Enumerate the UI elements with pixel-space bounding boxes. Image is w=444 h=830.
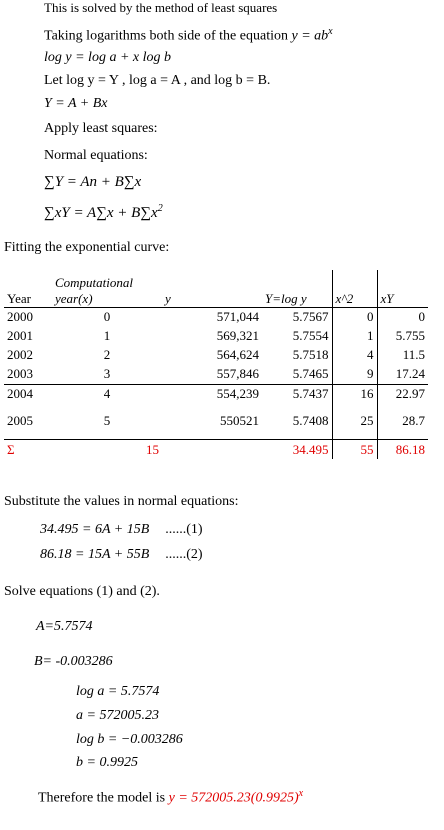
result: a = 572005.23 xyxy=(76,708,159,723)
table-row: 2000 0 571,044 5.7567 0 0 xyxy=(4,307,428,327)
step: Normal equations: xyxy=(44,148,148,163)
step: log y = log a + x log b xyxy=(44,50,171,65)
table-cell: 28.7 xyxy=(376,403,428,440)
solution: A=5.7574 xyxy=(36,619,93,634)
header-cell: Y=log y xyxy=(262,270,332,308)
conclusion-text: Therefore the model is xyxy=(38,790,166,806)
math: y = ab xyxy=(291,28,329,44)
equation: 86.18 = 15A + 55B ......(2) xyxy=(40,547,203,563)
totals-cell xyxy=(162,439,262,459)
totals-cell: 86.18 xyxy=(376,439,428,459)
table-cell: 22.97 xyxy=(376,383,428,404)
table-cell: 2002 xyxy=(7,347,33,362)
table-cell: 2001 xyxy=(7,328,33,343)
step: Y = A + Bx xyxy=(44,96,108,111)
table-cell: 564,624 xyxy=(216,347,259,362)
header-cell: y xyxy=(162,270,262,308)
table-cell: 569,321 xyxy=(216,328,259,343)
table-cell: 0 xyxy=(331,307,377,327)
math-exp: 2 xyxy=(157,203,163,214)
eq-ref: ......(1) xyxy=(165,522,203,537)
intro-line: This is solved by the method of least sq… xyxy=(44,0,278,15)
table-row: 2002 2 564,624 5.7518 4 11.5 xyxy=(4,345,428,365)
math-exp: x xyxy=(328,26,333,37)
table-cell: 5.755 xyxy=(376,326,428,346)
header-cell: Year xyxy=(4,270,52,308)
math: 34.495 = 6A + 15B xyxy=(40,522,150,537)
table-row: 2001 1 569,321 5.7554 1 5.755 xyxy=(4,326,428,346)
equation: 34.495 = 6A + 15B ......(1) xyxy=(40,522,203,538)
table-cell: 2 xyxy=(103,347,111,362)
table-row: 2004 4 554,239 5.7437 16 22.97 xyxy=(4,383,428,404)
model: y = 572005.23(0.9925) xyxy=(168,790,299,806)
table-cell: 5.7408 xyxy=(292,413,329,429)
normal-eq: ∑xY = A∑x + B∑x2 xyxy=(44,203,163,222)
table-cell: 11.5 xyxy=(376,345,428,365)
table-cell: 571,044 xyxy=(216,309,259,324)
table-cell: 4 xyxy=(331,345,377,365)
table-cell: 5.7437 xyxy=(262,383,332,404)
totals-cell: 15 xyxy=(52,439,162,459)
math: 86.18 = 15A + 55B xyxy=(40,547,150,562)
table-cell: 16 xyxy=(331,383,377,404)
solution: B= -0.003286 xyxy=(34,654,113,669)
table-cell: 17.24 xyxy=(376,364,428,384)
table-cell: 2005 xyxy=(7,413,33,429)
table-cell: 550521 xyxy=(220,413,259,429)
totals-cell: 55 xyxy=(331,439,377,459)
section-title: Solve equations (1) and (2). xyxy=(4,584,160,599)
totals-cell: 34.495 xyxy=(262,439,332,459)
table-cell: 2000 xyxy=(7,309,33,324)
step: Let log y = Y , log a = A , and log b = … xyxy=(44,73,271,88)
table-cell: 5.7518 xyxy=(292,347,329,362)
table-row: 2003 3 557,846 5.7465 9 17.24 xyxy=(4,364,428,384)
normal-eq: ∑Y = An + B∑x xyxy=(44,174,142,190)
math: ∑xY = A∑x + B∑x xyxy=(44,205,158,221)
table-cell: 1 xyxy=(103,328,111,343)
header-cell: x^2 xyxy=(331,270,377,308)
table-cell: 3 xyxy=(103,366,111,381)
conclusion: Therefore the model is y = 572005.23(0.9… xyxy=(38,788,303,807)
model-exp: x xyxy=(298,788,304,799)
result: log b = −0.003286 xyxy=(76,732,183,747)
table-cell: 5 xyxy=(103,413,111,429)
table-cell: 9 xyxy=(331,364,377,384)
table-row: 2005 5 550521 5.7408 25 28.7 xyxy=(4,403,428,440)
intro-text: Taking logarithms both side of the equat… xyxy=(44,28,288,44)
header-cell: Computational year(x) xyxy=(52,270,162,308)
table-cell: 4 xyxy=(52,383,162,404)
totals-row: Σ 15 34.495 55 86.18 xyxy=(4,439,428,459)
data-table: Year Computational year(x) y Y=log y x^2 xY 2… xyxy=(4,270,428,459)
table-cell: 0 xyxy=(376,307,428,327)
result: b = 0.9925 xyxy=(76,755,138,770)
result: log a = 5.7574 xyxy=(76,684,160,699)
intro-line: Taking logarithms both side of the equat… xyxy=(44,26,333,45)
table-cell: 25 xyxy=(331,403,377,440)
table-cell: 0 xyxy=(103,309,111,324)
step: Apply least squares: xyxy=(44,121,158,136)
table-cell: 557,846 xyxy=(216,366,259,381)
totals-label: Σ xyxy=(4,439,52,459)
table-cell: 5.7465 xyxy=(292,366,329,381)
table-cell: 554,239 xyxy=(162,383,262,404)
table-cell: 2003 xyxy=(7,366,33,381)
table-cell: 5.7554 xyxy=(292,328,329,343)
table-cell: 1 xyxy=(331,326,377,346)
eq-ref: ......(2) xyxy=(165,547,203,562)
section-title: Fitting the exponential curve: xyxy=(4,240,170,255)
table-cell: 2004 xyxy=(4,383,52,404)
header-cell: xY xyxy=(376,270,428,308)
table-cell: 5.7567 xyxy=(292,309,329,324)
section-title: Substitute the values in normal equation… xyxy=(4,494,239,509)
